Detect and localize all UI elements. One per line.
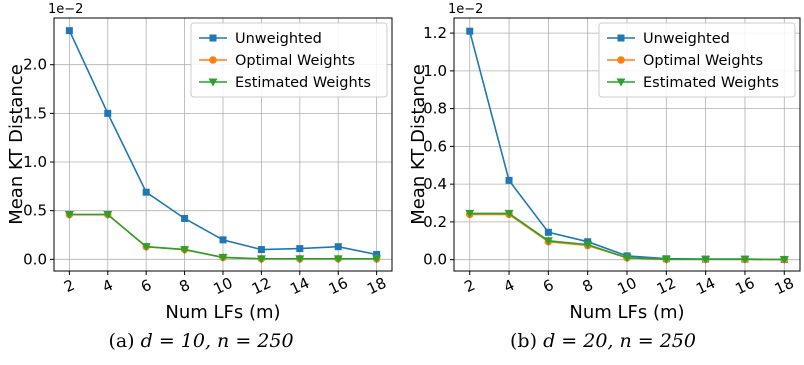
chart-a-xtick-label: 18 bbox=[364, 274, 389, 298]
chart-a-data-point bbox=[65, 27, 73, 35]
chart-a-data-point bbox=[181, 214, 189, 222]
chart-b-data-point bbox=[544, 228, 552, 236]
chart-a-xtick-label: 8 bbox=[176, 276, 192, 296]
chart-a-series-1 bbox=[65, 27, 381, 258]
chart-b-data-point bbox=[505, 176, 513, 184]
chart-a-xtick-label: 12 bbox=[249, 274, 274, 298]
chart-b-legend-label: Unweighted bbox=[643, 31, 730, 47]
chart-a-data-point bbox=[256, 255, 266, 264]
chart-b-xtick-label: 14 bbox=[693, 274, 718, 298]
chart-a-ytick-label: 0.0 bbox=[23, 250, 47, 268]
chart-b-data-point bbox=[466, 27, 474, 35]
chart-a-data-point bbox=[219, 236, 227, 244]
chart-b-series-3 bbox=[465, 209, 789, 264]
chart-a-legend-label: Optimal Weights bbox=[235, 53, 355, 69]
chart-a-legend: Unweighted Optimal Weights Estimated Weigh… bbox=[190, 22, 388, 98]
chart-a-data-point bbox=[372, 255, 382, 264]
chart-b-data-point bbox=[504, 209, 514, 218]
chart-b-ylabel: Mean KT Distance bbox=[408, 64, 429, 225]
chart-a-data-point bbox=[180, 246, 190, 255]
chart-b-data-point bbox=[779, 255, 789, 264]
chart-a-ylabel: Mean KT Distance bbox=[6, 64, 27, 225]
chart-b-svg: 0.0 0.2 0.4 0.6 0.8 1.0 1.2 2 4 6 8 10 12 14 16 18 1e−2 M… bbox=[408, 2, 801, 323]
chart-a-ytick-label: 1.5 bbox=[23, 104, 47, 122]
chart-b-ytick-label: 0.2 bbox=[423, 213, 447, 231]
chart-a-svg: 0.0 0.5 1.0 1.5 2.0 2 4 6 8 10 12 14 16 18 1e−2 Mean KT… bbox=[6, 2, 393, 323]
chart-b-xtick-label: 8 bbox=[580, 276, 596, 296]
chart-a-y-multiplier: 1e−2 bbox=[48, 2, 83, 17]
chart-b-legend-label: Estimated Weights bbox=[643, 75, 779, 91]
chart-b-ytick-label: 0.0 bbox=[423, 251, 447, 269]
chart-a-xtick-label: 14 bbox=[287, 274, 312, 298]
chart-a-data-point bbox=[334, 243, 342, 251]
chart-b-data-point bbox=[465, 209, 475, 218]
chart-a-xlabel: Num LFs (m) bbox=[165, 302, 280, 323]
chart-a-ytick-label: 1.0 bbox=[23, 153, 47, 171]
chart-b-ytick-label: 1.2 bbox=[423, 24, 447, 42]
chart-a-xtick-label: 4 bbox=[100, 276, 116, 296]
chart-a-legend-marker bbox=[209, 56, 217, 64]
chart-b-xtick-label: 16 bbox=[732, 274, 757, 298]
chart-b-xtick-label: 18 bbox=[772, 274, 797, 298]
chart-a-data-point bbox=[218, 253, 228, 262]
chart-a-legend-marker bbox=[209, 34, 217, 42]
chart-a-xtick-label: 16 bbox=[326, 274, 351, 298]
chart-a-data-point bbox=[141, 243, 151, 252]
chart-b-legend-marker bbox=[617, 56, 625, 64]
chart-a-xtick-label: 2 bbox=[61, 276, 77, 296]
chart-b-ytick-label: 0.8 bbox=[423, 100, 447, 118]
chart-b-xtick-label: 2 bbox=[462, 276, 478, 296]
chart-panel-b: 0.0 0.2 0.4 0.6 0.8 1.0 1.2 2 4 6 8 10 12 14 16 18 1e−2 M… bbox=[402, 0, 804, 365]
chart-a-data-point bbox=[373, 250, 381, 258]
chart-b-legend: Unweighted Optimal Weights Estimated Weigh… bbox=[598, 22, 796, 98]
chart-b-data-point bbox=[583, 241, 593, 250]
chart-b-ytick-label: 0.6 bbox=[423, 137, 447, 155]
chart-a-data-point bbox=[296, 245, 304, 253]
chart-a-legend-marker bbox=[208, 78, 218, 87]
caption-a: (a) d = 10, n = 250 bbox=[0, 330, 402, 352]
caption-b-math: d = 20, n = 250 bbox=[543, 330, 696, 352]
chart-b-legend-box bbox=[598, 22, 796, 98]
caption-b-label: (b) bbox=[510, 330, 538, 352]
chart-b-xlabel: Num LFs (m) bbox=[569, 302, 684, 323]
chart-b-legend-label: Optimal Weights bbox=[643, 53, 763, 69]
chart-a-data-point bbox=[104, 109, 112, 117]
chart-b-xtick-label: 4 bbox=[501, 276, 517, 296]
chart-a-data-point bbox=[257, 246, 265, 254]
chart-b-data-point bbox=[622, 254, 632, 263]
chart-a-data-point bbox=[295, 255, 305, 264]
chart-a-ytick-label: 2.0 bbox=[23, 56, 47, 74]
chart-b-data-point bbox=[661, 255, 671, 264]
caption-b: (b) d = 20, n = 250 bbox=[402, 330, 804, 352]
chart-b-xtick-label: 6 bbox=[540, 276, 556, 296]
chart-a-xtick-label: 6 bbox=[138, 276, 154, 296]
chart-b-data-point bbox=[543, 237, 553, 246]
chart-a-data-point bbox=[64, 211, 74, 220]
chart-b-y-multiplier: 1e−2 bbox=[448, 2, 483, 17]
caption-a-math: d = 10, n = 250 bbox=[140, 330, 294, 352]
chart-a-data-point bbox=[333, 255, 343, 264]
chart-a-data-point bbox=[142, 188, 150, 196]
chart-b-legend-marker bbox=[616, 78, 626, 87]
chart-b-data-point bbox=[740, 255, 750, 264]
chart-a-xtick-label: 10 bbox=[211, 274, 236, 298]
chart-a-series-3 bbox=[64, 211, 382, 264]
chart-b-ytick-label: 0.4 bbox=[423, 175, 447, 193]
chart-a-legend-label: Unweighted bbox=[235, 31, 322, 47]
caption-a-label: (a) bbox=[108, 330, 135, 352]
chart-panel-a: 0.0 0.5 1.0 1.5 2.0 2 4 6 8 10 12 14 16 18 1e−2 Mean KT… bbox=[0, 2, 402, 352]
chart-b-legend-marker bbox=[617, 34, 625, 42]
chart-a-legend-label: Estimated Weights bbox=[235, 75, 371, 91]
chart-a-data-point bbox=[103, 211, 113, 220]
chart-b-xtick-label: 12 bbox=[654, 274, 679, 298]
chart-b-data-point bbox=[701, 255, 711, 264]
chart-b-ytick-label: 1.0 bbox=[423, 62, 447, 80]
chart-a-ytick-label: 0.5 bbox=[23, 202, 47, 220]
chart-b-xtick-label: 10 bbox=[615, 274, 640, 298]
chart-a-legend-box bbox=[190, 22, 388, 98]
